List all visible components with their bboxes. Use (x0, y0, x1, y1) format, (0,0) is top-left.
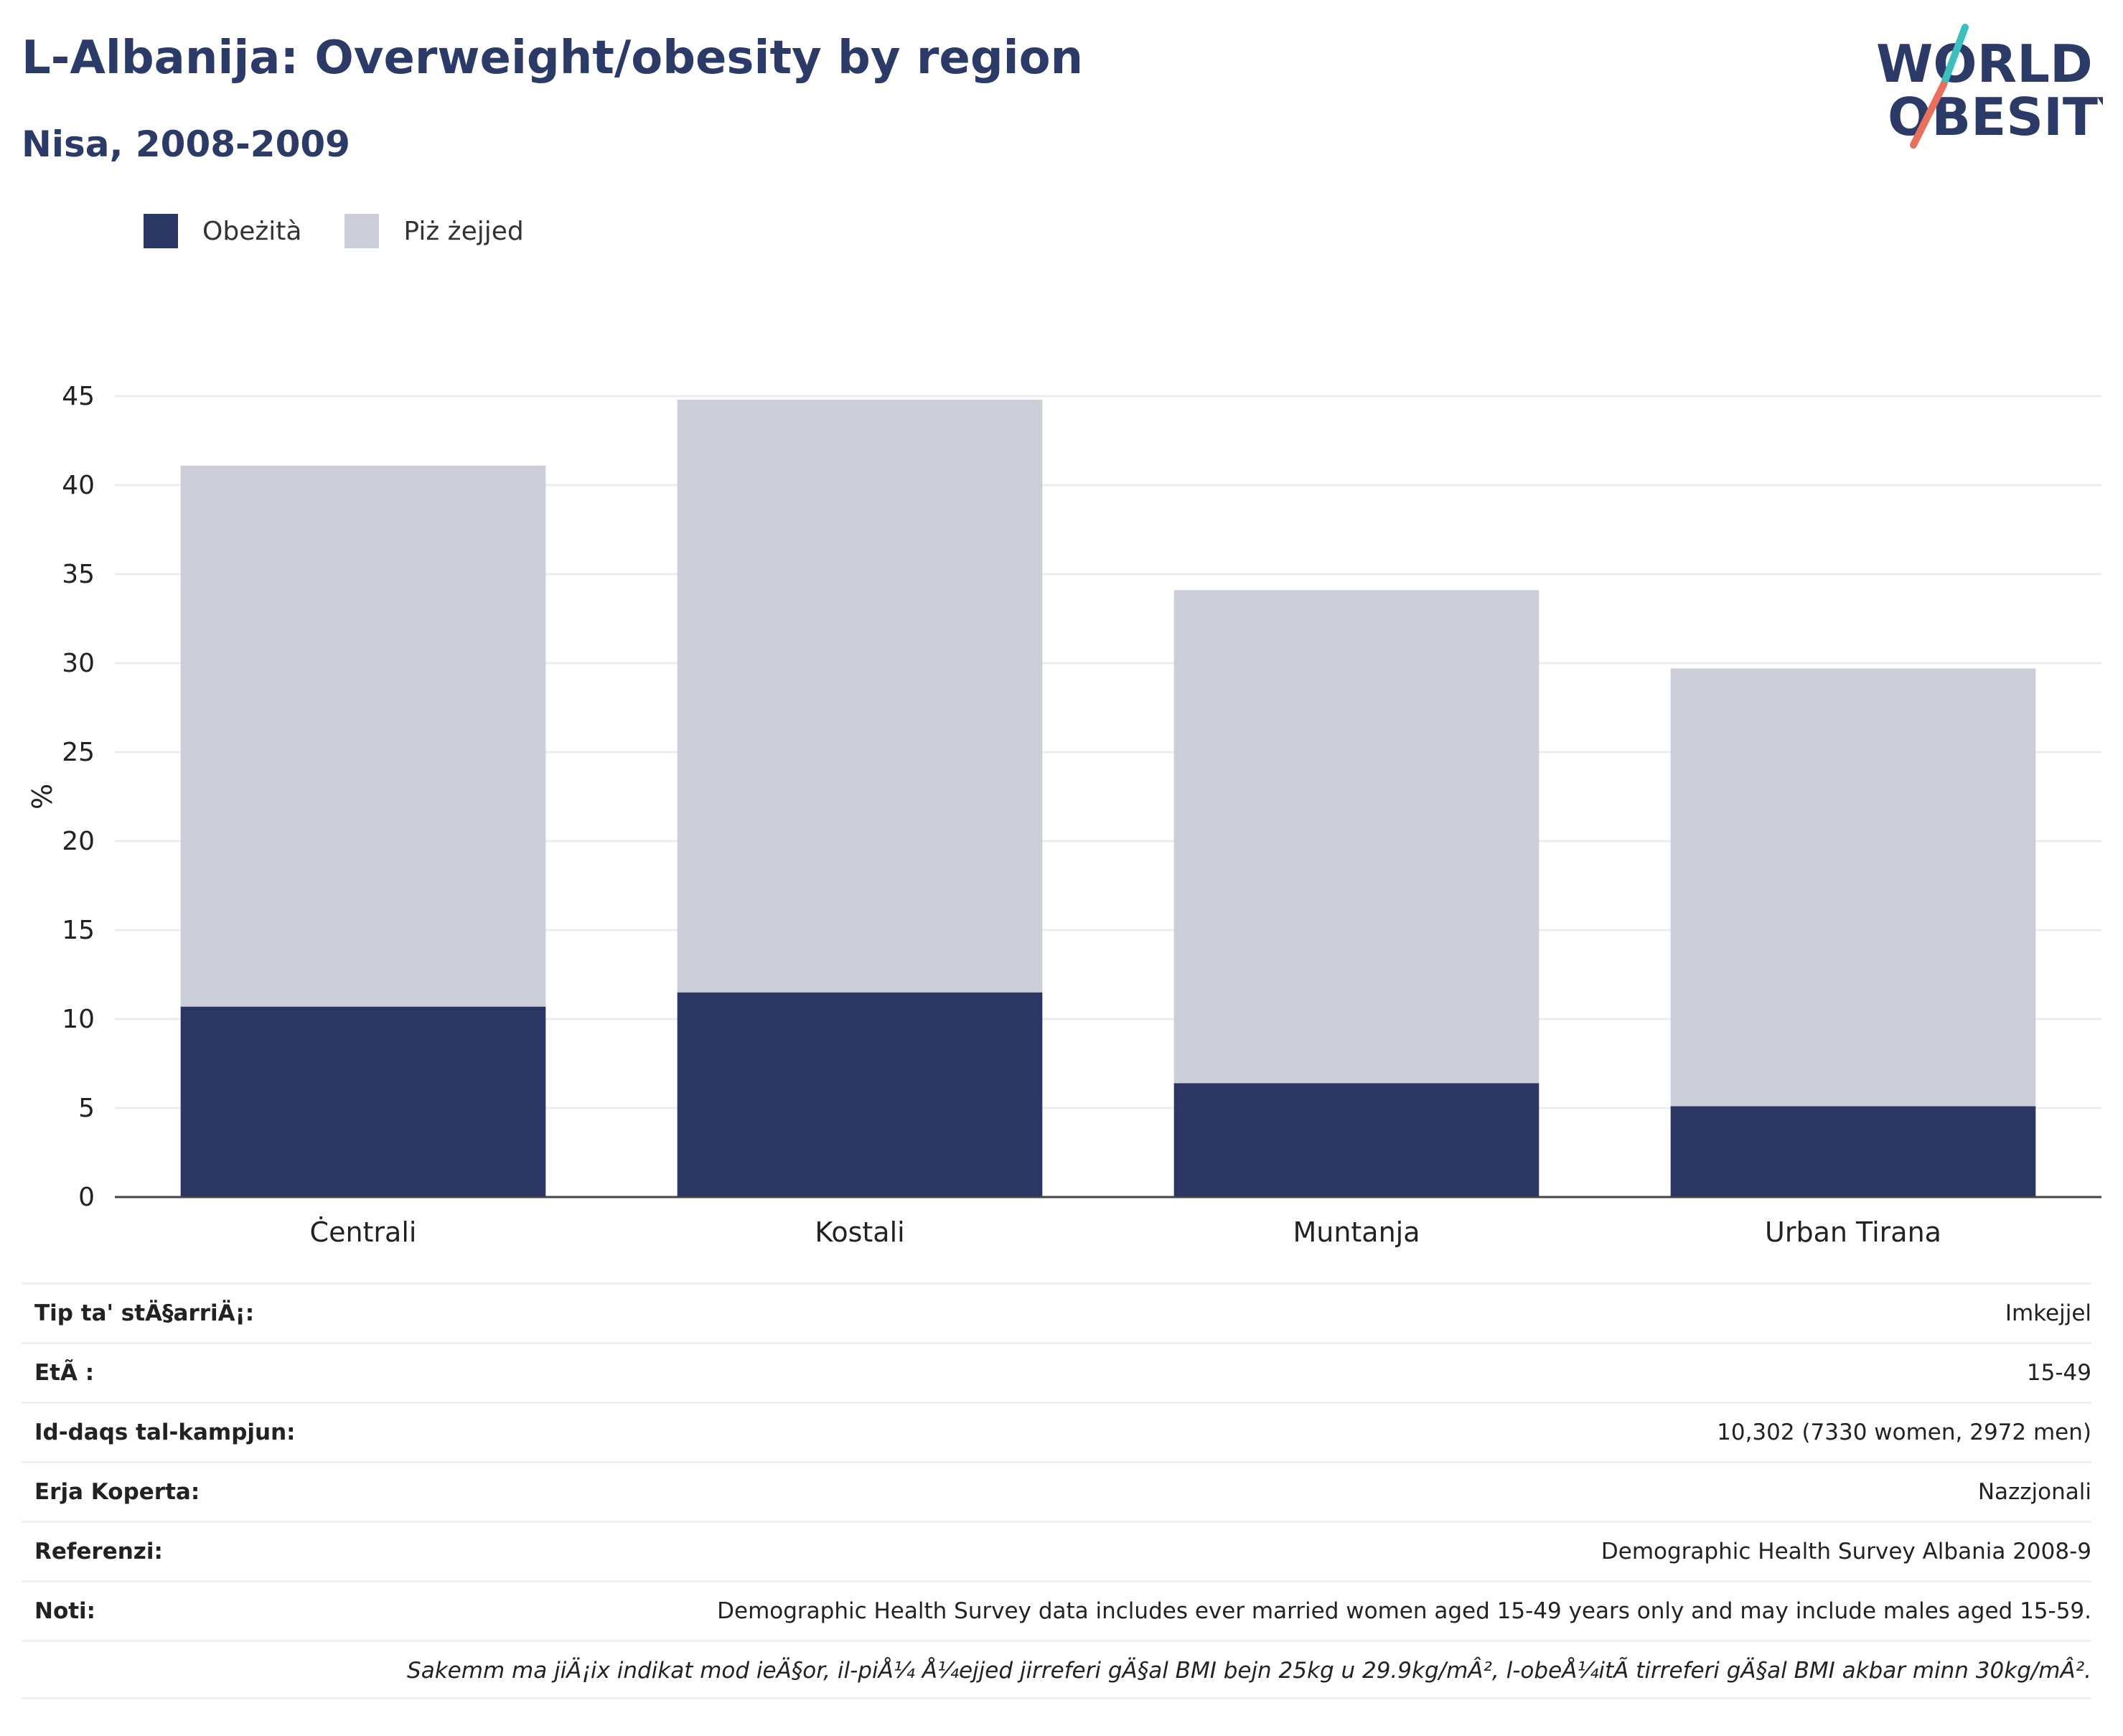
y-tick-label: 15 (62, 916, 95, 945)
legend-label-obesity: Obeżità (202, 216, 302, 246)
bars (180, 399, 2036, 1197)
info-value: Demographic Health Survey data includes … (717, 1598, 2091, 1624)
info-table: Tip ta' stÄ§arriÄ¡: Imkejjel EtÃ : 15-49… (22, 1282, 2091, 1699)
info-key: Tip ta' stÄ§arriÄ¡: (34, 1300, 255, 1326)
bar-obesity[interactable] (180, 1006, 546, 1197)
x-tick-label: Ċentrali (310, 1216, 417, 1248)
world-obesity-logo: WORLD OBESITY (1876, 24, 2103, 149)
info-footnote: Sakemm ma jiÄ¡ix indikat mod ieÄ§or, il-… (407, 1658, 2091, 1684)
bar-obesity[interactable] (1670, 1106, 2036, 1197)
y-tick-label: 10 (62, 1005, 95, 1034)
info-key: Id-daqs tal-kampjun: (34, 1420, 296, 1445)
bar-obesity[interactable] (1173, 1083, 1539, 1197)
info-value: Demographic Health Survey Albania 2008-9 (1601, 1539, 2091, 1564)
info-row-footnote: Sakemm ma jiÄ¡ix indikat mod ieÄ§or, il-… (22, 1640, 2091, 1699)
bar-overweight[interactable] (1670, 668, 2036, 1107)
y-tick-label: 30 (62, 649, 95, 678)
y-tick-label: 5 (78, 1094, 95, 1123)
x-tick-label: Kostali (815, 1216, 904, 1248)
info-row-age: EtÃ : 15-49 (22, 1342, 2091, 1402)
bar-overweight[interactable] (1173, 590, 1539, 1084)
y-tick-label: 40 (62, 471, 95, 500)
x-tick-label: Muntanja (1293, 1216, 1420, 1248)
legend-swatch-obesity (144, 214, 178, 248)
info-value: Imkejjel (2005, 1300, 2091, 1326)
logo-slash-red (1910, 81, 1947, 149)
bar-overweight[interactable] (677, 399, 1043, 993)
y-axis-label: % (27, 784, 58, 810)
y-tick-label: 25 (62, 738, 95, 767)
y-tick-label: 35 (62, 560, 95, 589)
y-tick-label: 20 (62, 827, 95, 856)
info-value: 10,302 (7330 women, 2972 men) (1717, 1420, 2091, 1445)
legend: Obeżità Piż żejjed (144, 212, 567, 250)
bar-obesity[interactable] (677, 992, 1043, 1197)
logo-slash-teal (1940, 24, 1969, 88)
info-value: Nazzjonali (1977, 1479, 2091, 1505)
axes: 0 5 10 15 20 25 30 35 40 45% Ċentrali Kostali Muntan… (27, 382, 2101, 1248)
info-row-notes: Noti: Demographic Health Survey data inc… (22, 1580, 2091, 1640)
bar-overweight[interactable] (180, 465, 546, 1007)
logo-text-world: WORLD (1876, 34, 2093, 94)
info-key: EtÃ : (34, 1360, 95, 1386)
info-row-area-covered: Erja Koperta: Nazzjonali (22, 1461, 2091, 1521)
stacked-bar-chart: 0 5 10 15 20 25 30 35 40 45% Ċentrali Kostali Muntan… (27, 382, 2101, 1248)
y-tick-label: 45 (62, 382, 95, 411)
info-key: Noti: (34, 1598, 96, 1624)
y-tick-label: 0 (78, 1183, 95, 1212)
info-row-survey-type: Tip ta' stÄ§arriÄ¡: Imkejjel (22, 1282, 2091, 1342)
info-value: 15-49 (2026, 1360, 2091, 1386)
legend-label-overweight: Piż żejjed (403, 216, 524, 246)
chart-subtitle: Nisa, 2008-2009 (22, 123, 350, 165)
info-row-references: Referenzi: Demographic Health Survey Alb… (22, 1521, 2091, 1580)
chart-title: L-Albanija: Overweight/obesity by region (22, 32, 1084, 85)
x-tick-label: Urban Tirana (1765, 1216, 1941, 1248)
info-key: Erja Koperta: (34, 1479, 200, 1505)
legend-item-obesity[interactable]: Obeżità (144, 214, 301, 248)
info-row-sample-size: Id-daqs tal-kampjun: 10,302 (7330 women,… (22, 1402, 2091, 1461)
legend-swatch-overweight (345, 214, 380, 248)
info-key: Referenzi: (34, 1539, 163, 1564)
legend-item-overweight[interactable]: Piż żejjed (345, 214, 524, 248)
